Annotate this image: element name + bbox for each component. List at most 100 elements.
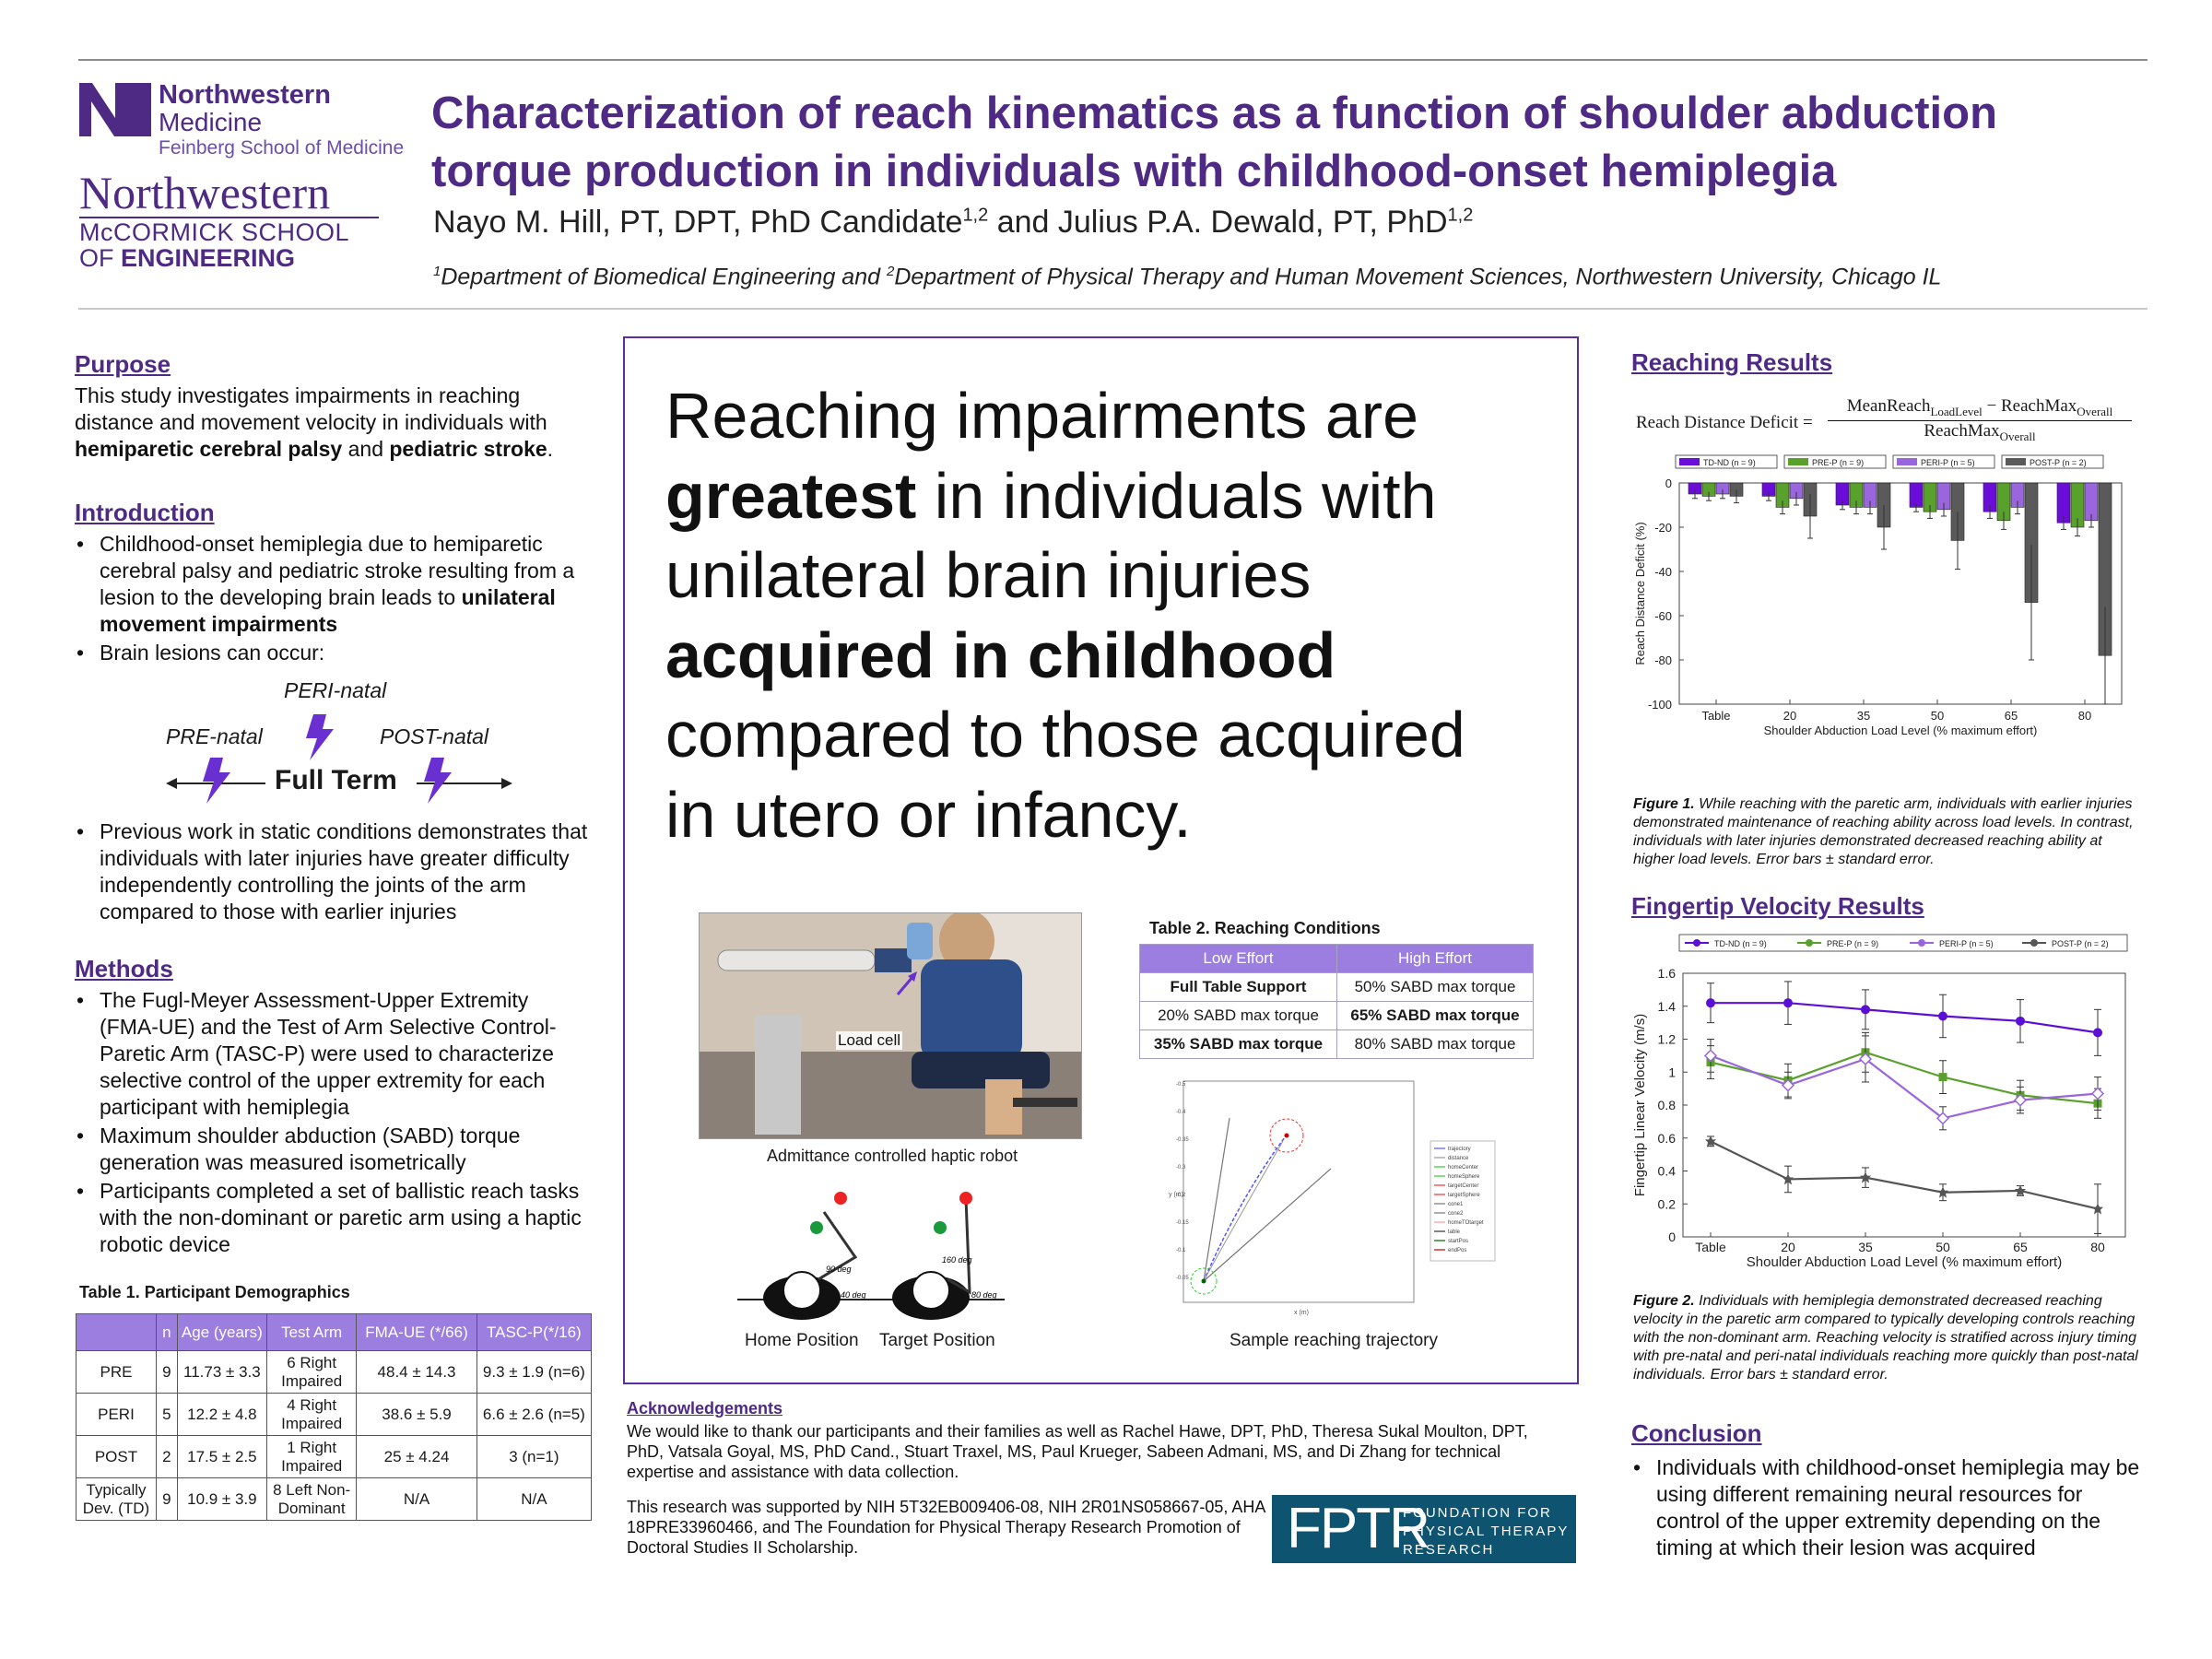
- x-tick-label: 35: [1857, 709, 1870, 723]
- y-tick-label: 0: [1665, 477, 1672, 490]
- timeline-pre-label: PRE-natal: [166, 724, 263, 748]
- y-tick-label: -20: [1654, 521, 1672, 535]
- funding-text: This research was supported by NIH 5T32E…: [627, 1498, 1265, 1557]
- svg-text:-0.1: -0.1: [1176, 1248, 1186, 1253]
- svg-text:-0.15: -0.15: [1176, 1220, 1189, 1226]
- data-point: [1783, 1173, 1794, 1185]
- svg-text:-0.2: -0.2: [1176, 1193, 1186, 1198]
- traj-xlabel: x (m): [1294, 1310, 1309, 1316]
- traj-legend-label: trajectory: [1448, 1147, 1471, 1152]
- data-point: [2093, 1028, 2102, 1038]
- purpose-text: This study investigates impairments in r…: [75, 383, 554, 461]
- svg-text:-0.3: -0.3: [1176, 1165, 1186, 1171]
- svg-text:-0.35: -0.35: [1176, 1137, 1189, 1143]
- x-tick-label: Table: [1701, 709, 1730, 723]
- fptr-text: FOUNDATION FOR PHYSICAL THERAPY RESEARCH: [1403, 1505, 1570, 1558]
- x-axis-label: Shoulder Abduction Load Level (% maximum…: [1764, 724, 2038, 737]
- x-axis-label: Shoulder Abduction Load Level (% maximum…: [1747, 1254, 2062, 1270]
- x-tick-label: 35: [1858, 1240, 1873, 1254]
- introduction-list-2: Previous work in static conditions demon…: [75, 818, 591, 927]
- data-point: [1938, 1011, 1947, 1021]
- data-point: [2092, 1203, 2103, 1215]
- traj-legend-label: distance: [1448, 1156, 1469, 1161]
- x-tick-label: 50: [1931, 709, 1944, 723]
- t1-header: [76, 1313, 157, 1351]
- t1-header: n: [155, 1313, 178, 1351]
- y-tick-label: 1.4: [1658, 999, 1677, 1014]
- data-point: [2015, 1184, 2026, 1196]
- t1-header: TASC-P(*/16): [476, 1313, 593, 1351]
- table-row: 20% SABD max torque 65% SABD max torque: [1139, 1001, 1534, 1030]
- timeline-peri-label: PERI-natal: [284, 678, 387, 702]
- t1-header: FMA-UE (*/66): [356, 1313, 477, 1351]
- figure1-caption: Figure 1. While reaching with the pareti…: [1633, 796, 2134, 867]
- acknowledgements-heading: Acknowledgements: [627, 1399, 783, 1418]
- intro-bullet-2: Brain lesions can occur:: [75, 640, 591, 666]
- t2-header-high: High Effort: [1336, 944, 1534, 973]
- table-row: PRE 9 11.73 ± 3.3 6 Right Impaired 48.4 ± 14…: [76, 1350, 593, 1394]
- traj-legend-label: table: [1448, 1230, 1461, 1235]
- timeline-post-label: POST-natal: [380, 724, 489, 748]
- poster-title: Characterization of reach kinematics as …: [431, 88, 1997, 196]
- x-tick-label: 65: [2013, 1240, 2028, 1254]
- demographics-table: n Age (years) Test Arm FMA-UE (*/66) TAS…: [76, 1313, 593, 1521]
- logo-medicine: Medicine: [159, 108, 263, 136]
- legend-label: PERI-P (n = 5): [1921, 458, 1975, 467]
- legend-marker: [1918, 939, 1925, 947]
- x-tick-label: 20: [1781, 1240, 1795, 1254]
- methods-heading: Methods: [75, 955, 173, 982]
- photo-caption: Admittance controlled haptic robot: [767, 1147, 1018, 1165]
- svg-text:-0.4: -0.4: [1176, 1110, 1186, 1115]
- table-row: POST 2 17.5 ± 2.5 1 Right Impaired 25 ± 4.24…: [76, 1435, 593, 1478]
- logo2-mccormick: McCORMICK SCHOOL: [79, 218, 350, 246]
- traj-legend-label: startPos: [1448, 1239, 1468, 1244]
- traj-legend-label: targetSphere: [1448, 1193, 1480, 1198]
- x-tick-label: 80: [2078, 709, 2091, 723]
- svg-text:-0.05: -0.05: [1176, 1276, 1189, 1281]
- plot-frame: [1678, 482, 2123, 705]
- nm-monogram-icon: [79, 83, 151, 136]
- conclusion-bullet-1: Individuals with childhood-onset hemiple…: [1631, 1454, 2143, 1561]
- introduction-list: Childhood-onset hemiplegia due to hemipa…: [75, 531, 591, 668]
- t1-header: Test Arm: [266, 1313, 358, 1351]
- legend-label: POST-P (n = 2): [2030, 458, 2087, 467]
- legend-swatch: [1679, 458, 1700, 465]
- traj-legend-label: homeSphere: [1448, 1174, 1480, 1180]
- t1-header: Age (years): [176, 1313, 268, 1351]
- main-message: Reaching impairments are greatest in ind…: [665, 380, 1465, 851]
- y-tick-label: 0.4: [1658, 1164, 1677, 1179]
- data-point: [1858, 1052, 1873, 1066]
- y-tick-label: 0: [1668, 1230, 1676, 1244]
- data-point: [1860, 1171, 1871, 1183]
- sample-trajectory-plot: -0.5 -0.4 -0.35 -0.3 -0.2 -0.15 -0.1 -0.05 x (m…: [1169, 1080, 1496, 1316]
- series-line: [1711, 1002, 2099, 1034]
- traj-axis-ticks: -0.5 -0.4 -0.35 -0.3 -0.2 -0.15 -0.1 -0.05: [1176, 1082, 1189, 1281]
- traj-legend-label: targetCenter: [1448, 1183, 1478, 1189]
- traj-ylabel: y (m): [1169, 1192, 1183, 1198]
- haptic-robot-photo: Load cell: [699, 912, 1082, 1139]
- trajectory-caption: Sample reaching trajectory: [1230, 1331, 1438, 1350]
- fptr-mark: FPTR: [1287, 1497, 1430, 1560]
- x-tick-label: 20: [1783, 709, 1796, 723]
- logo2-rule: [79, 217, 379, 218]
- logo-feinberg: Feinberg School of Medicine: [159, 137, 405, 159]
- table-row: Typically Dev. (TD) 9 10.9 ± 3.9 8 Left Non…: [76, 1477, 593, 1521]
- deg-label-160: 160 deg: [942, 1255, 972, 1265]
- reach-deficit-bar-chart: TD-ND (n = 9) PRE-P (n = 9) PERI-P (n = 5)…: [1633, 454, 2123, 737]
- series-line: [1710, 1051, 2099, 1105]
- acknowledgements-text: We would like to thank our participants …: [627, 1422, 1528, 1481]
- data-point: [1706, 998, 1715, 1008]
- table1-title: Table 1. Participant Demographics: [79, 1283, 350, 1301]
- y-tick-label: 0.8: [1658, 1098, 1677, 1112]
- reaching-results-heading: Reaching Results: [1631, 348, 1833, 376]
- reaching-conditions-table: Low Effort High Effort Full Table Suppor…: [1139, 944, 1534, 1059]
- center-panel: [623, 336, 1579, 1384]
- data-point: [1861, 1005, 1870, 1015]
- legend-box: [2001, 454, 2104, 469]
- y-tick-label: 0.2: [1658, 1196, 1677, 1211]
- timeline-arrow-icon: [166, 714, 512, 804]
- svg-text:-0.5: -0.5: [1176, 1082, 1186, 1088]
- deg-label-80: 80 deg: [971, 1290, 997, 1300]
- traj-legend-label: homeTOtarget: [1448, 1220, 1484, 1226]
- data-point: [1938, 1073, 1947, 1082]
